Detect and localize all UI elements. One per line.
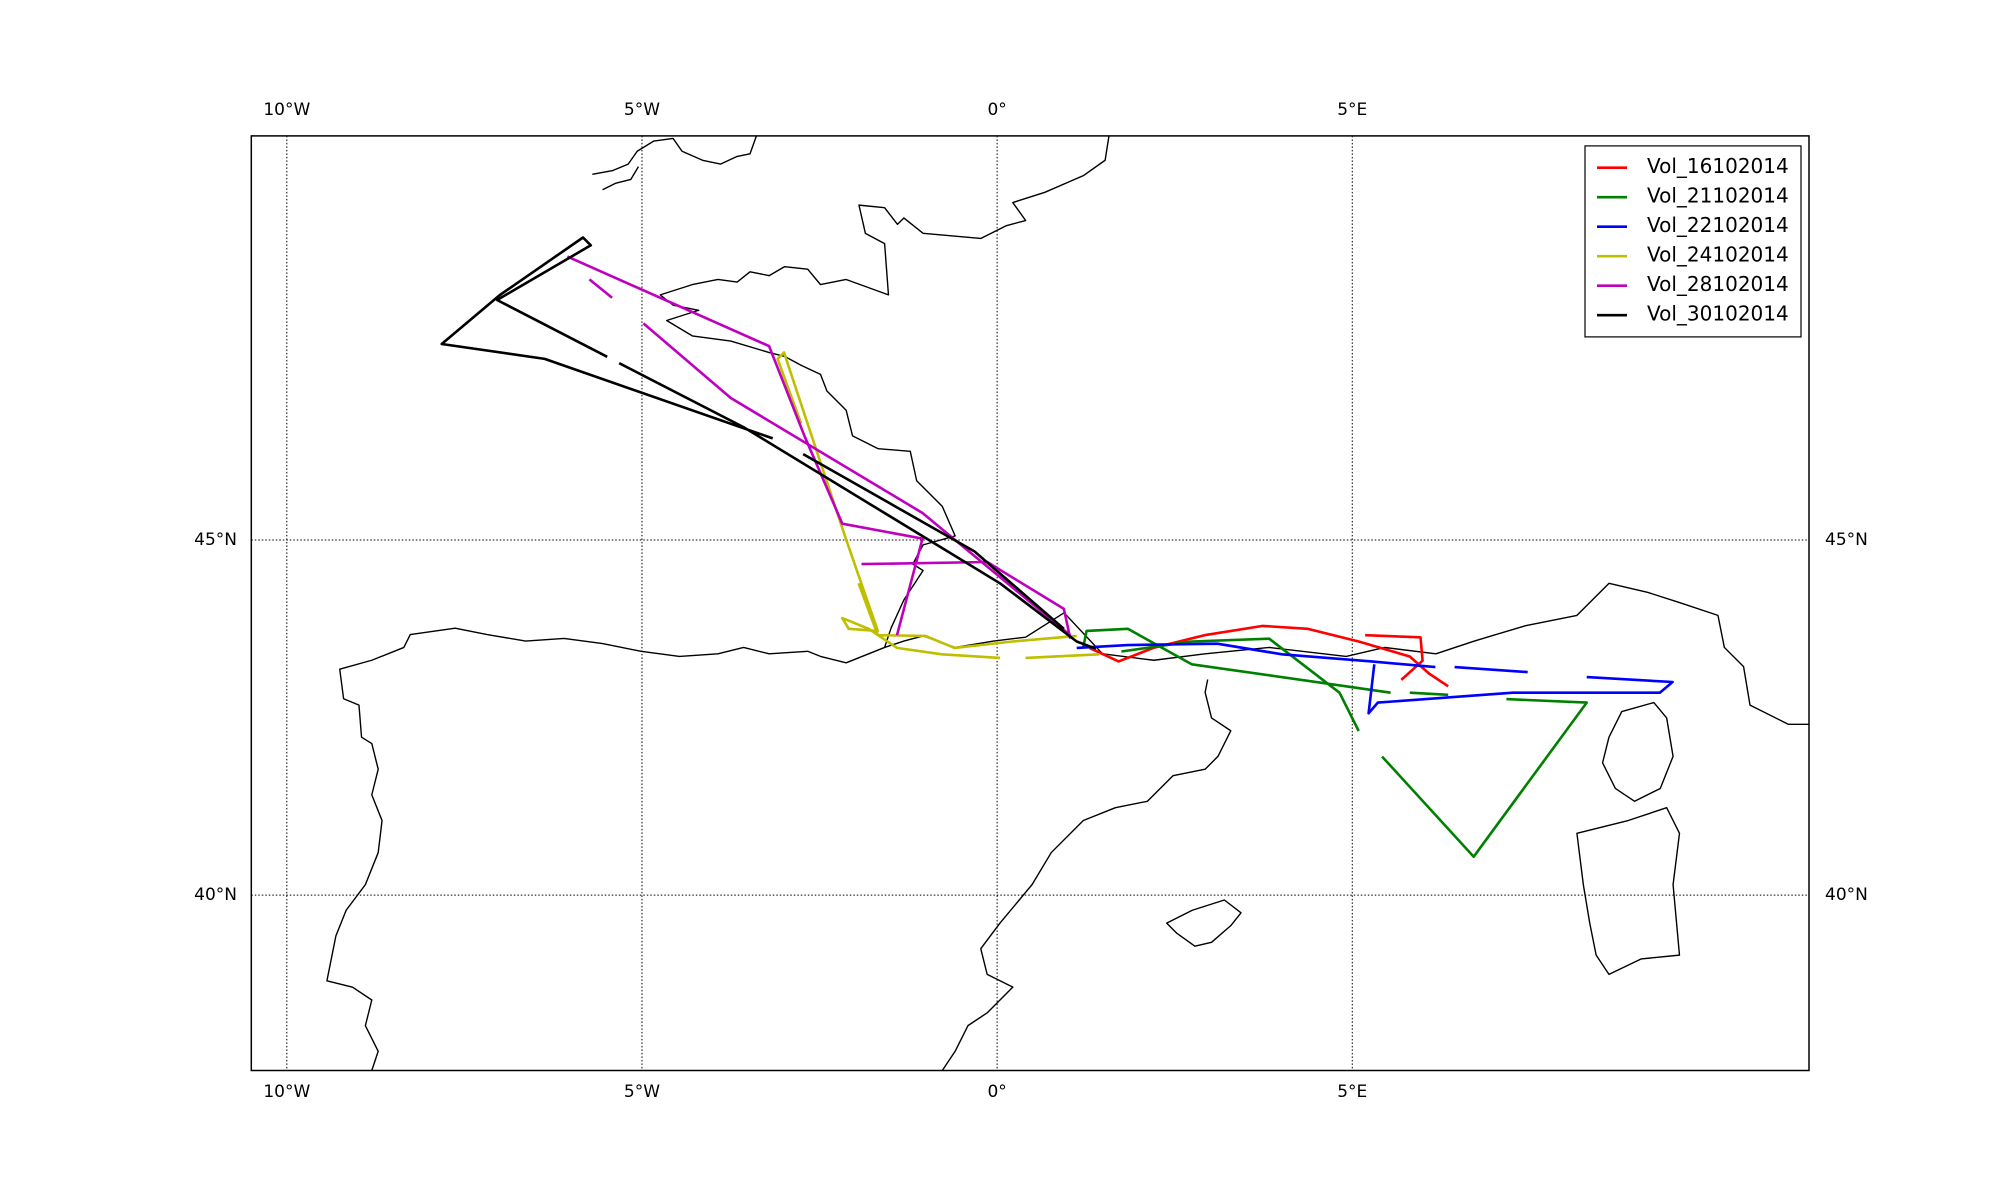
legend-label: Vol_22102014 [1647,213,1789,237]
y-tick-label: 40°N [194,885,237,905]
legend-label: Vol_16102014 [1647,154,1789,178]
flight-track [1076,642,1674,715]
flight-track [566,255,1072,639]
legend-label: Vol_24102014 [1647,243,1789,267]
legend-label: Vol_30102014 [1647,302,1789,326]
tick-labels: 10°W 10°W 5°W 5°W 0° 0° 5°E 5°E 40°N 40°N 45°N 45°N [194,100,1868,1102]
legend-label: Vol_28102014 [1647,272,1789,296]
coastline [885,583,1809,724]
coastlines [327,136,1809,1071]
grid [251,135,1809,1071]
legend: Vol_16102014 Vol_21102014 Vol_22102014 Vol_… [1584,145,1802,338]
tracks [440,236,1674,858]
coastline [1603,703,1674,802]
x-tick-label: 0° [987,1082,1006,1102]
legend-label: Vol_21102014 [1647,184,1789,208]
x-tick-label: 5°W [624,100,660,120]
flight-track [776,351,1100,660]
x-tick-label: 0° [987,100,1006,120]
y-tick-label: 40°N [1825,885,1868,905]
coastline [592,136,756,190]
legend-box [1584,145,1802,338]
coastline [1577,808,1680,975]
y-tick-label: 45°N [1825,530,1868,550]
x-tick-label: 10°W [263,1082,310,1102]
y-tick-label: 45°N [194,530,237,550]
x-tick-label: 5°E [1337,1082,1367,1102]
flight-track [440,236,1097,650]
x-tick-label: 10°W [263,100,310,120]
coastline [942,679,1230,1070]
flight-track [1081,627,1588,858]
x-tick-label: 5°E [1337,100,1367,120]
x-tick-label: 5°W [624,1082,660,1102]
coastline [1167,900,1241,946]
coastline [327,136,1109,1071]
map-frame [250,135,1810,1072]
